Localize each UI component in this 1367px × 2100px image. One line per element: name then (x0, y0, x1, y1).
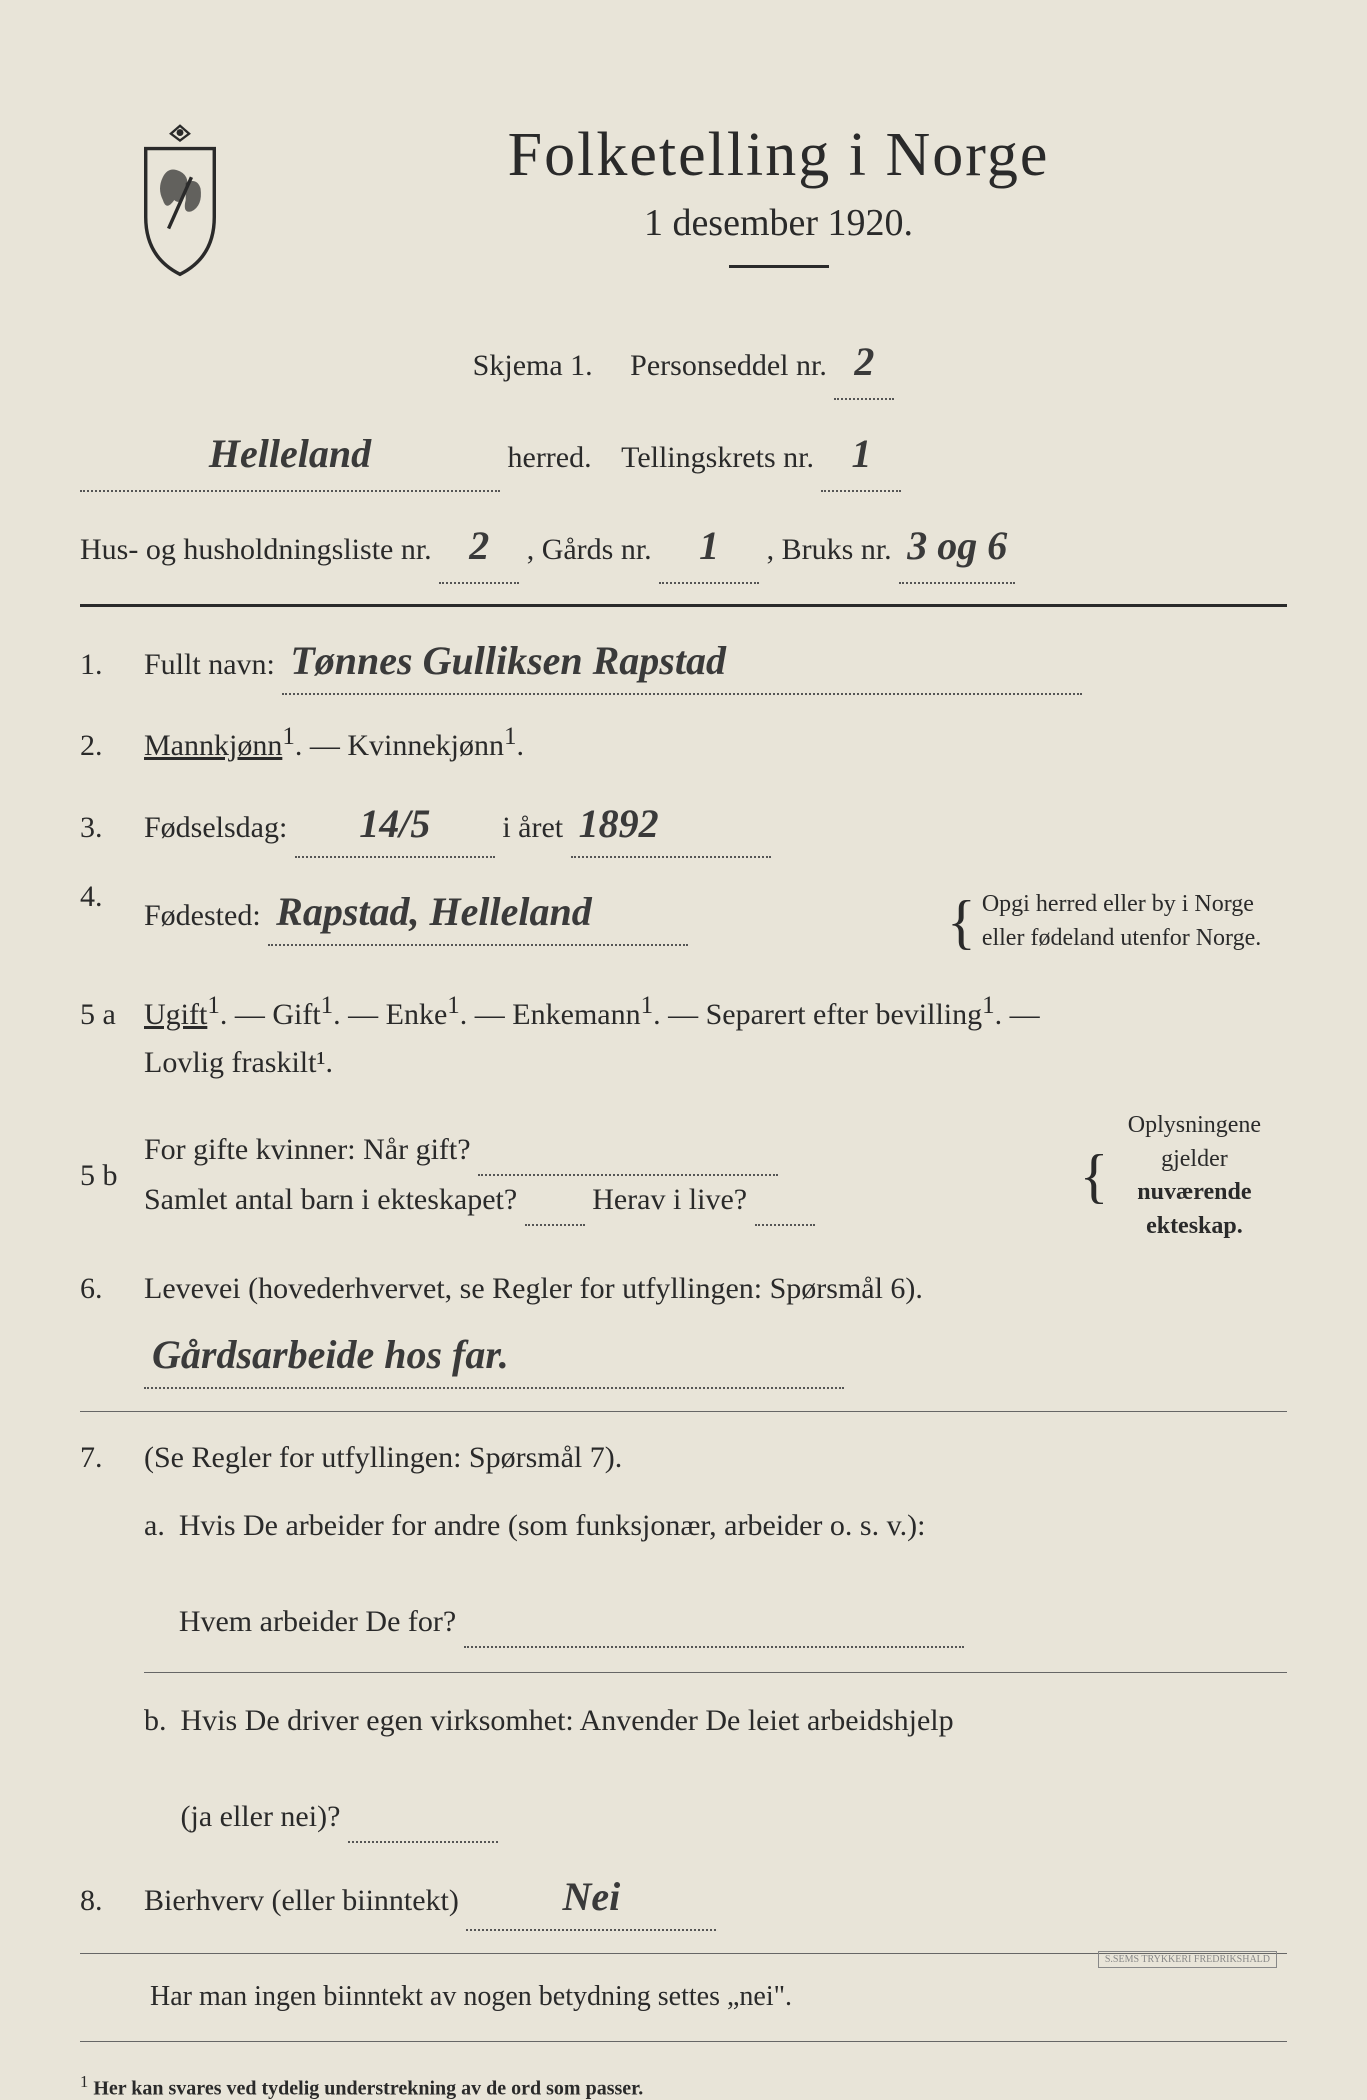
hus-label: Hus- og husholdningsliste nr. (80, 533, 432, 566)
q7b-blank (348, 1793, 498, 1843)
q5b-note: { Oplysningene gjelder nuværende ekteska… (1067, 1109, 1287, 1243)
q5b-live-blank (755, 1176, 815, 1226)
q5a-ugift: Ugift (144, 998, 207, 1031)
q1: 1. Fullt navn: Tønnes Gulliksen Rapstad (80, 629, 1287, 695)
tellingskrets-value: 1 (821, 418, 901, 492)
bruks-label: , Bruks nr. (767, 533, 892, 566)
q4-num: 4. (80, 880, 130, 914)
skjema-line: Skjema 1. Personseddel nr. 2 (80, 326, 1287, 400)
divider-thin-4 (80, 2041, 1287, 2042)
q5b-barn-blank (525, 1176, 585, 1226)
q5b-l1: For gifte kvinner: Når gift? (144, 1133, 471, 1166)
brace-icon: { (947, 880, 976, 964)
bruks-val: 3 og 6 (899, 510, 1015, 584)
q3-year: 1892 (571, 792, 771, 858)
q4-value: Rapstad, Helleland (268, 880, 688, 946)
q2: 2. Mannkjønn1. — Kvinnekjønn1. (80, 717, 1287, 770)
q2-sep: — (310, 729, 348, 762)
q7b-num: b. (144, 1697, 167, 1843)
q5b-l2b: Herav i live? (592, 1183, 747, 1216)
q7-label: (Se Regler for utfyllingen: Spørsmål 7). (144, 1441, 622, 1474)
q2-num: 2. (80, 729, 130, 763)
q7: 7. (Se Regler for utfyllingen: Spørsmål … (80, 1434, 1287, 1843)
q4: 4. Fødested: Rapstad, Helleland { Opgi h… (80, 880, 1287, 964)
gards-label: , Gårds nr. (527, 533, 652, 566)
q8-value: Nei (466, 1865, 716, 1931)
q8: 8. Bierhverv (eller biinntekt) Nei (80, 1865, 1287, 1931)
q5a: 5 a Ugift1. — Gift1. — Enke1. — Enkemann… (80, 986, 1287, 1087)
q5b-note2b: nuværende ekteskap. (1137, 1179, 1251, 1239)
q6-label: Levevei (hovederhvervet, se Regler for u… (144, 1272, 923, 1305)
subtitle: 1 desember 1920. (270, 201, 1287, 245)
herred-value: Helleland (80, 418, 500, 492)
q4-note2: eller fødeland utenfor Norge. (982, 925, 1261, 951)
q5a-opts2: Lovlig fraskilt¹. (144, 1046, 333, 1079)
herred-label: herred. (508, 441, 592, 474)
header-row: Folketelling i Norge 1 desember 1920. (80, 120, 1287, 308)
personseddel-label: Personseddel nr. (630, 349, 827, 382)
footnote-text: Her kan svares ved tydelig understreknin… (93, 2077, 643, 2099)
brace-icon-2: { (1080, 1134, 1109, 1218)
hus-val1: 2 (439, 510, 519, 584)
q6: 6. Levevei (hovederhvervet, se Regler fo… (80, 1265, 1287, 1389)
footnote: 1 Her kan svares ved tydelig understrekn… (80, 2072, 1287, 2100)
divider-thin-1 (80, 1411, 1287, 1412)
q5b-note1: Oplysningene (1128, 1112, 1261, 1138)
gards-val: 1 (659, 510, 759, 584)
q7a-blank (464, 1598, 964, 1648)
q1-num: 1. (80, 648, 130, 682)
personseddel-value: 2 (834, 326, 894, 400)
divider-thick (80, 604, 1287, 607)
q5b-l2a: Samlet antal barn i ekteskapet? (144, 1183, 517, 1216)
q3-mid: i året (502, 811, 563, 844)
title-rule (729, 265, 829, 268)
q7a-1: Hvis De arbeider for andre (som funksjon… (179, 1509, 926, 1542)
q6-value: Gårdsarbeide hos far. (144, 1323, 844, 1389)
printer-stamp: S.SEMS TRYKKERI FREDRIKSHALD (1098, 1951, 1277, 1968)
q1-value: Tønnes Gulliksen Rapstad (282, 629, 1082, 695)
q3-num: 3. (80, 811, 130, 845)
q5b-num: 5 b (80, 1159, 130, 1193)
footnote-num: 1 (80, 2072, 88, 2091)
q5a-num: 5 a (80, 998, 130, 1032)
q4-note: { Opgi herred eller by i Norge eller fød… (947, 880, 1287, 964)
q4-label: Fødested: (144, 899, 261, 932)
q8-label: Bierhverv (eller biinntekt) (144, 1884, 459, 1917)
footer-line1: Har man ingen biinntekt av nogen betydni… (150, 1972, 1287, 2022)
q5b: 5 b For gifte kvinner: Når gift? Samlet … (80, 1109, 1287, 1243)
q3-label: Fødselsdag: (144, 811, 287, 844)
q7a-num: a. (144, 1502, 165, 1648)
q1-label: Fullt navn: (144, 648, 275, 681)
herred-line: Helleland herred. Tellingskrets nr. 1 (80, 418, 1287, 492)
q5b-note2: gjelder (1161, 1146, 1228, 1172)
q7b-1: Hvis De driver egen virksomhet: Anvender… (181, 1704, 954, 1737)
census-form-page: Folketelling i Norge 1 desember 1920. Sk… (80, 120, 1287, 2048)
q8-num: 8. (80, 1884, 130, 1918)
q7a-2: Hvem arbeider De for? (179, 1605, 456, 1638)
q2-opt2: Kvinnekjønn (347, 729, 504, 762)
q7-num: 7. (80, 1441, 130, 1475)
hus-line: Hus- og husholdningsliste nr. 2 , Gårds … (80, 510, 1287, 584)
divider-thin-2 (144, 1672, 1287, 1673)
q5b-gift-blank (478, 1126, 778, 1176)
q4-note1: Opgi herred eller by i Norge (982, 891, 1254, 917)
q2-opt1: Mannkjønn (144, 729, 282, 762)
main-title: Folketelling i Norge (270, 120, 1287, 191)
tellingskrets-label: Tellingskrets nr. (621, 441, 814, 474)
skjema-label: Skjema 1. (473, 349, 593, 382)
q3: 3. Fødselsdag: 14/5 i året 1892 (80, 792, 1287, 858)
q6-num: 6. (80, 1272, 130, 1306)
q3-day: 14/5 (295, 792, 495, 858)
norway-crest-icon (120, 120, 240, 280)
title-block: Folketelling i Norge 1 desember 1920. (270, 120, 1287, 308)
q7b-2: (ja eller nei)? (181, 1800, 341, 1833)
